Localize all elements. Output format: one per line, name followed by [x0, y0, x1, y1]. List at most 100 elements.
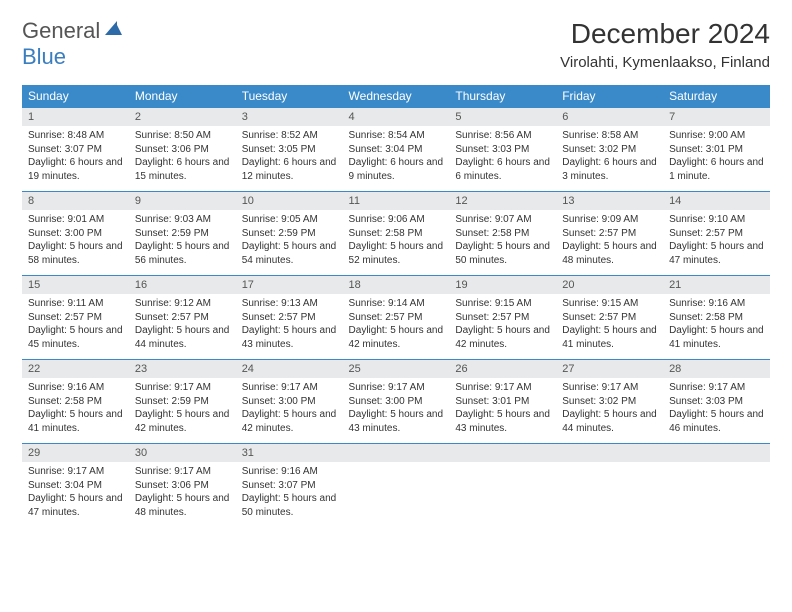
day-content: Sunrise: 9:17 AMSunset: 3:01 PMDaylight:… — [449, 378, 556, 443]
dow-header: Saturday — [663, 85, 770, 108]
calendar-day-cell: 6Sunrise: 8:58 AMSunset: 3:02 PMDaylight… — [556, 108, 663, 192]
day-number — [663, 444, 770, 462]
daylight-text: Daylight: 5 hours and 42 minutes. — [242, 408, 337, 435]
day-number: 3 — [236, 108, 343, 126]
calendar-day-cell: 16Sunrise: 9:12 AMSunset: 2:57 PMDayligh… — [129, 276, 236, 360]
day-number: 31 — [236, 444, 343, 462]
sunrise-text: Sunrise: 9:16 AM — [242, 465, 337, 479]
day-content: Sunrise: 9:17 AMSunset: 3:00 PMDaylight:… — [236, 378, 343, 443]
page-header: General Blue December 2024 Virolahti, Ky… — [22, 18, 770, 71]
month-title: December 2024 — [560, 18, 770, 50]
day-content — [449, 462, 556, 512]
day-number: 18 — [343, 276, 450, 294]
sunrise-text: Sunrise: 9:03 AM — [135, 213, 230, 227]
day-content: Sunrise: 9:07 AMSunset: 2:58 PMDaylight:… — [449, 210, 556, 275]
sunset-text: Sunset: 2:57 PM — [562, 311, 657, 325]
day-number: 22 — [22, 360, 129, 378]
day-content: Sunrise: 9:17 AMSunset: 3:02 PMDaylight:… — [556, 378, 663, 443]
daylight-text: Daylight: 6 hours and 12 minutes. — [242, 156, 337, 183]
calendar-day-cell: 20Sunrise: 9:15 AMSunset: 2:57 PMDayligh… — [556, 276, 663, 360]
daylight-text: Daylight: 5 hours and 56 minutes. — [135, 240, 230, 267]
sunset-text: Sunset: 2:57 PM — [242, 311, 337, 325]
day-content: Sunrise: 9:13 AMSunset: 2:57 PMDaylight:… — [236, 294, 343, 359]
sunrise-text: Sunrise: 8:56 AM — [455, 129, 550, 143]
sunset-text: Sunset: 2:57 PM — [28, 311, 123, 325]
sunset-text: Sunset: 3:02 PM — [562, 143, 657, 157]
daylight-text: Daylight: 5 hours and 48 minutes. — [562, 240, 657, 267]
sunset-text: Sunset: 3:06 PM — [135, 143, 230, 157]
calendar-day-cell: 22Sunrise: 9:16 AMSunset: 2:58 PMDayligh… — [22, 360, 129, 444]
day-number: 23 — [129, 360, 236, 378]
day-number: 25 — [343, 360, 450, 378]
calendar-week-row: 22Sunrise: 9:16 AMSunset: 2:58 PMDayligh… — [22, 360, 770, 444]
sunrise-text: Sunrise: 9:17 AM — [28, 465, 123, 479]
calendar-day-cell: 9Sunrise: 9:03 AMSunset: 2:59 PMDaylight… — [129, 192, 236, 276]
sunset-text: Sunset: 2:59 PM — [135, 227, 230, 241]
day-content — [663, 462, 770, 512]
daylight-text: Daylight: 5 hours and 47 minutes. — [28, 492, 123, 519]
day-number: 4 — [343, 108, 450, 126]
daylight-text: Daylight: 5 hours and 58 minutes. — [28, 240, 123, 267]
sunset-text: Sunset: 2:57 PM — [669, 227, 764, 241]
sunset-text: Sunset: 3:00 PM — [349, 395, 444, 409]
calendar-day-cell: 15Sunrise: 9:11 AMSunset: 2:57 PMDayligh… — [22, 276, 129, 360]
sunrise-text: Sunrise: 9:17 AM — [562, 381, 657, 395]
calendar-day-cell: 14Sunrise: 9:10 AMSunset: 2:57 PMDayligh… — [663, 192, 770, 276]
day-content: Sunrise: 9:17 AMSunset: 3:03 PMDaylight:… — [663, 378, 770, 443]
daylight-text: Daylight: 5 hours and 41 minutes. — [28, 408, 123, 435]
title-block: December 2024 Virolahti, Kymenlaakso, Fi… — [560, 18, 770, 71]
sunset-text: Sunset: 3:07 PM — [28, 143, 123, 157]
dow-header: Sunday — [22, 85, 129, 108]
day-content: Sunrise: 9:15 AMSunset: 2:57 PMDaylight:… — [449, 294, 556, 359]
sunrise-text: Sunrise: 9:05 AM — [242, 213, 337, 227]
sunrise-text: Sunrise: 9:01 AM — [28, 213, 123, 227]
daylight-text: Daylight: 6 hours and 19 minutes. — [28, 156, 123, 183]
sunrise-text: Sunrise: 8:54 AM — [349, 129, 444, 143]
day-number — [556, 444, 663, 462]
location-text: Virolahti, Kymenlaakso, Finland — [560, 54, 770, 71]
calendar-day-cell: 8Sunrise: 9:01 AMSunset: 3:00 PMDaylight… — [22, 192, 129, 276]
day-content: Sunrise: 9:14 AMSunset: 2:57 PMDaylight:… — [343, 294, 450, 359]
day-content: Sunrise: 9:10 AMSunset: 2:57 PMDaylight:… — [663, 210, 770, 275]
daylight-text: Daylight: 6 hours and 6 minutes. — [455, 156, 550, 183]
day-content: Sunrise: 9:06 AMSunset: 2:58 PMDaylight:… — [343, 210, 450, 275]
daylight-text: Daylight: 5 hours and 43 minutes. — [242, 324, 337, 351]
calendar-week-row: 8Sunrise: 9:01 AMSunset: 3:00 PMDaylight… — [22, 192, 770, 276]
day-number: 11 — [343, 192, 450, 210]
daylight-text: Daylight: 5 hours and 45 minutes. — [28, 324, 123, 351]
day-of-week-header-row: SundayMondayTuesdayWednesdayThursdayFrid… — [22, 85, 770, 108]
sunrise-text: Sunrise: 9:17 AM — [349, 381, 444, 395]
calendar-day-cell: 25Sunrise: 9:17 AMSunset: 3:00 PMDayligh… — [343, 360, 450, 444]
sunrise-text: Sunrise: 9:17 AM — [135, 465, 230, 479]
daylight-text: Daylight: 5 hours and 46 minutes. — [669, 408, 764, 435]
sunrise-text: Sunrise: 9:13 AM — [242, 297, 337, 311]
day-content: Sunrise: 9:16 AMSunset: 3:07 PMDaylight:… — [236, 462, 343, 527]
sunrise-text: Sunrise: 9:07 AM — [455, 213, 550, 227]
day-number: 10 — [236, 192, 343, 210]
day-number: 27 — [556, 360, 663, 378]
calendar-day-cell: 19Sunrise: 9:15 AMSunset: 2:57 PMDayligh… — [449, 276, 556, 360]
day-number — [449, 444, 556, 462]
sunrise-text: Sunrise: 9:15 AM — [455, 297, 550, 311]
day-content: Sunrise: 8:54 AMSunset: 3:04 PMDaylight:… — [343, 126, 450, 191]
calendar-day-cell: 27Sunrise: 9:17 AMSunset: 3:02 PMDayligh… — [556, 360, 663, 444]
sunset-text: Sunset: 3:06 PM — [135, 479, 230, 493]
daylight-text: Daylight: 5 hours and 48 minutes. — [135, 492, 230, 519]
day-number: 7 — [663, 108, 770, 126]
logo: General Blue — [22, 18, 123, 70]
calendar-day-cell: 4Sunrise: 8:54 AMSunset: 3:04 PMDaylight… — [343, 108, 450, 192]
calendar-week-row: 15Sunrise: 9:11 AMSunset: 2:57 PMDayligh… — [22, 276, 770, 360]
calendar-day-cell: 1Sunrise: 8:48 AMSunset: 3:07 PMDaylight… — [22, 108, 129, 192]
day-number: 2 — [129, 108, 236, 126]
sunrise-text: Sunrise: 8:58 AM — [562, 129, 657, 143]
sunset-text: Sunset: 2:59 PM — [135, 395, 230, 409]
sunset-text: Sunset: 2:57 PM — [562, 227, 657, 241]
daylight-text: Daylight: 5 hours and 41 minutes. — [669, 324, 764, 351]
day-content: Sunrise: 9:01 AMSunset: 3:00 PMDaylight:… — [22, 210, 129, 275]
sunset-text: Sunset: 3:00 PM — [28, 227, 123, 241]
sunset-text: Sunset: 3:01 PM — [669, 143, 764, 157]
sunset-text: Sunset: 2:58 PM — [669, 311, 764, 325]
dow-header: Tuesday — [236, 85, 343, 108]
sunset-text: Sunset: 3:05 PM — [242, 143, 337, 157]
sunrise-text: Sunrise: 8:52 AM — [242, 129, 337, 143]
